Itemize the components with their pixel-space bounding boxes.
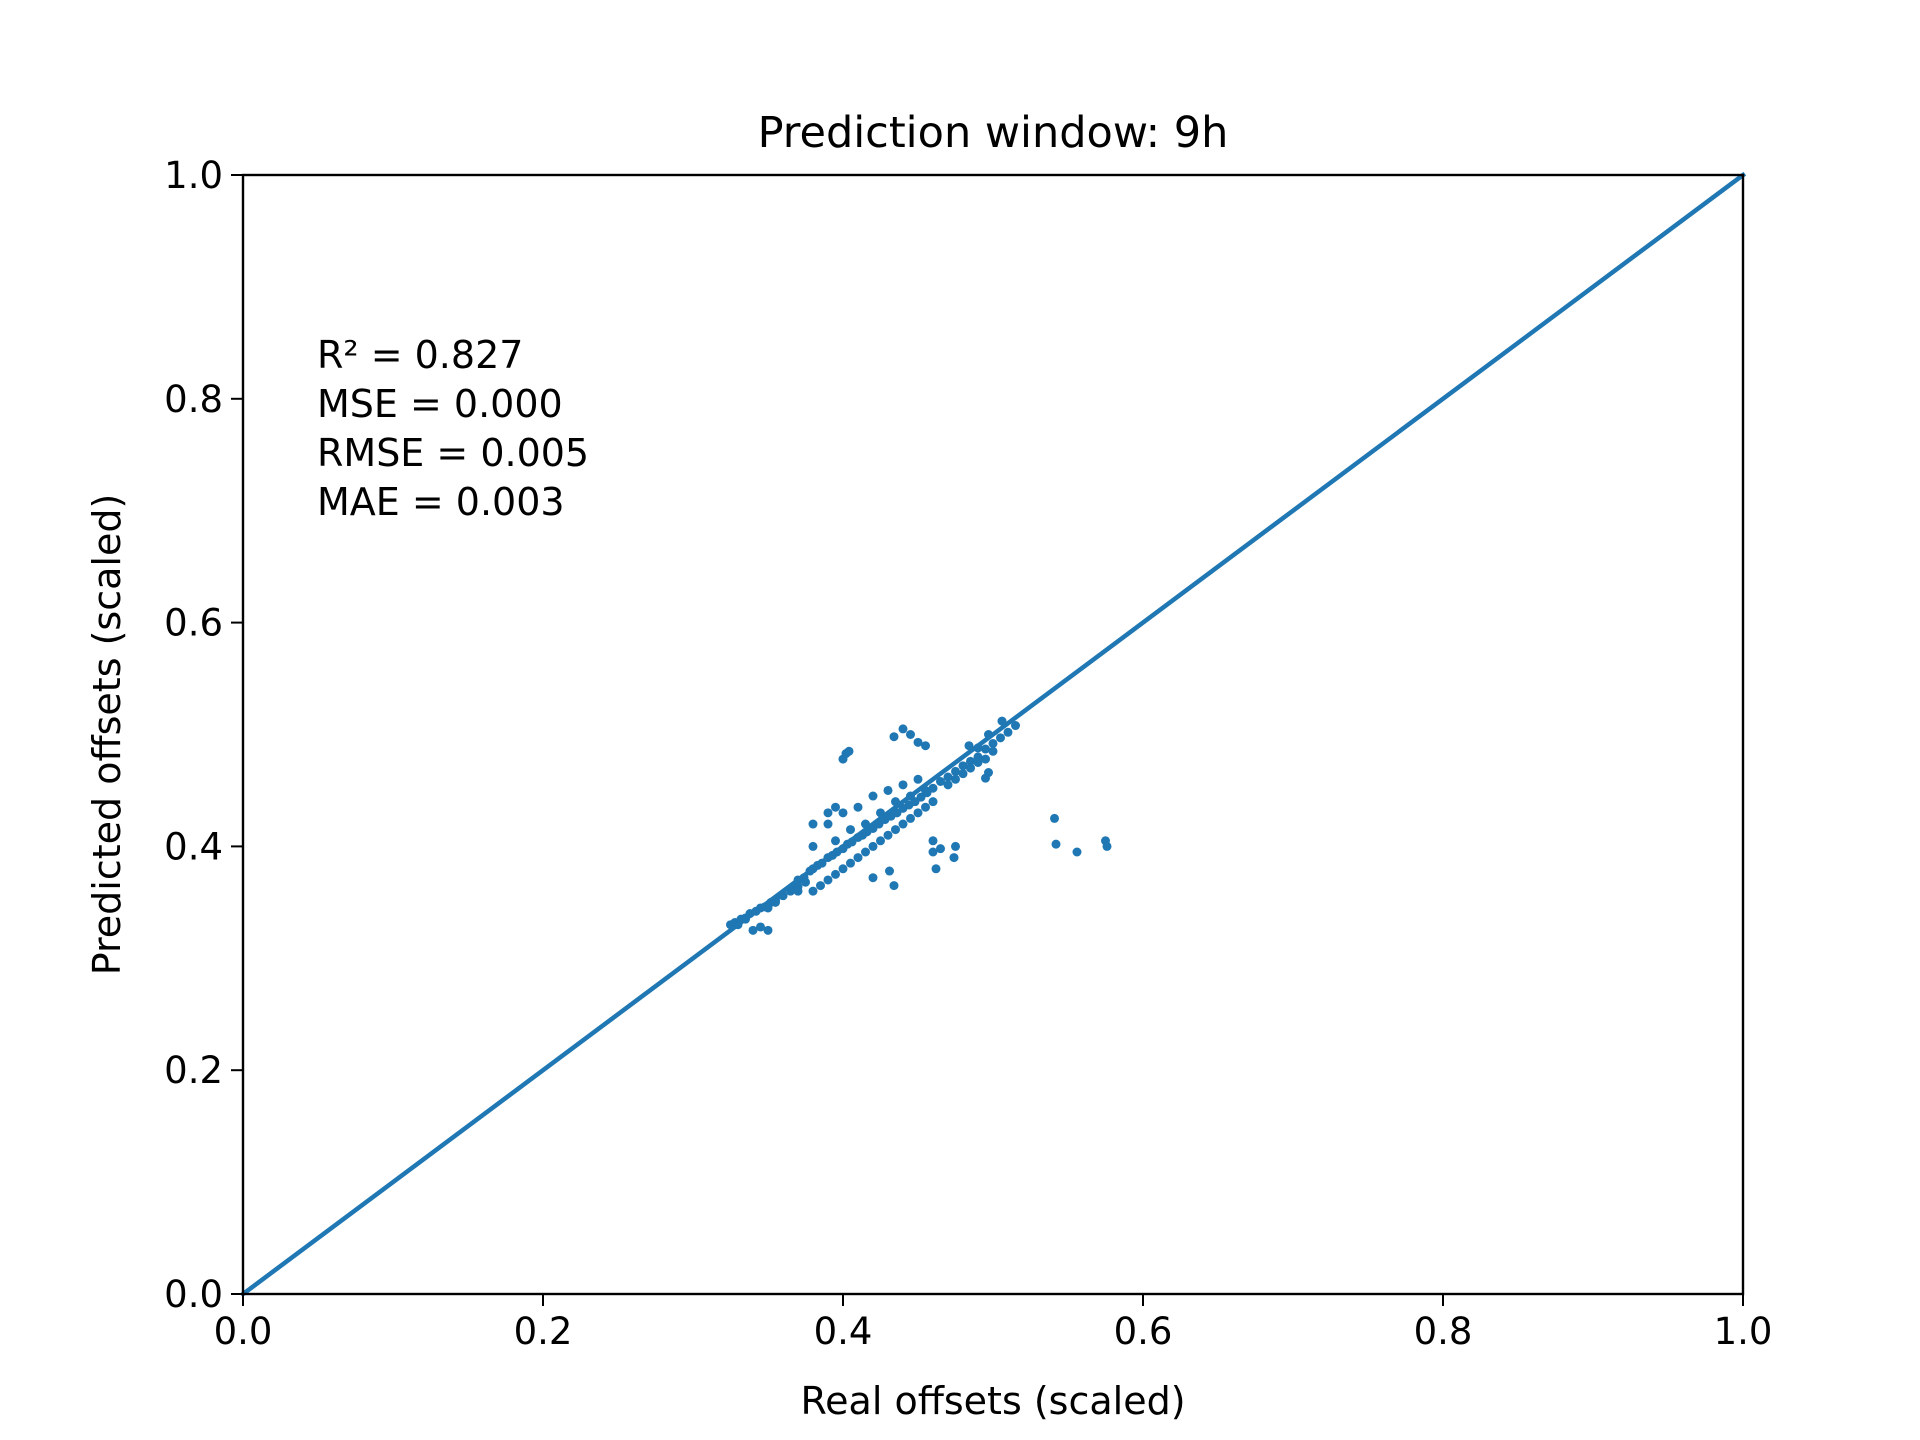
data-point [853,853,863,863]
data-point [898,819,908,829]
data-point [913,774,923,784]
data-point [838,808,848,818]
data-point [846,825,855,835]
x-tick-label: 0.8 [1414,1310,1473,1353]
data-point [898,724,908,734]
data-point [831,836,840,846]
data-point [748,925,758,935]
data-point [883,785,893,795]
x-axis-label: Real offsets (scaled) [800,1379,1185,1423]
y-tick-label: 0.4 [164,825,223,868]
data-point [868,841,878,851]
data-point [928,836,938,846]
x-tick-label: 1.0 [1714,1310,1773,1353]
data-point [808,886,818,896]
data-point [951,766,960,776]
y-tick-label: 0.2 [164,1049,223,1092]
data-point [823,875,833,885]
data-point [949,853,959,863]
data-point [823,808,833,818]
data-point [1072,847,1082,857]
data-point [931,864,941,874]
data-point [936,844,945,854]
x-axis-ticks: 0.0 0.2 0.4 0.6 0.8 1.0 [214,1294,1773,1353]
y-axis-ticks: 0.0 0.2 0.4 0.6 0.8 1.0 [164,154,243,1316]
data-point [838,864,848,874]
data-point [966,763,975,773]
data-point [756,922,765,932]
data-point [996,733,1005,743]
data-point [808,819,818,829]
data-point [984,768,993,778]
data-point [951,774,960,784]
data-point [861,847,870,857]
data-point [936,776,945,786]
reference-line [239,171,1747,1298]
data-point [889,881,899,891]
data-point [808,841,818,851]
data-point [763,925,773,935]
data-point [913,737,923,747]
data-point [906,813,915,823]
x-tick-label: 0.2 [514,1310,573,1353]
data-point [958,761,968,771]
data-point [868,873,878,883]
data-point [981,754,990,764]
data-point [981,744,990,754]
data-point [1011,721,1020,731]
data-point [823,819,833,829]
data-point [943,780,953,790]
data-point [889,732,899,742]
data-point [906,730,915,739]
data-point [921,802,930,812]
data-point [928,797,938,807]
data-point [951,841,960,851]
data-point [928,847,938,857]
data-point [966,756,975,766]
data-point [831,802,840,812]
data-point [793,886,803,896]
data-point [844,746,854,756]
data-point [898,780,908,790]
data-point [816,881,825,891]
data-point [883,830,893,840]
chart-title: Prediction window: 9h [758,108,1229,158]
plot-frame [241,173,1745,1296]
data-point [801,877,810,887]
x-tick-label: 0.6 [1114,1310,1173,1353]
data-point [973,757,983,767]
y-tick-label: 1.0 [164,154,223,197]
data-point [1051,839,1061,849]
metric-mse: MSE = 0.000 [317,382,563,426]
data-point [891,825,900,835]
data-point [868,791,878,801]
metric-rmse: RMSE = 0.005 [317,431,589,475]
x-tick-label: 0.0 [214,1310,273,1353]
x-tick-label: 0.4 [814,1310,873,1353]
data-point [1003,727,1013,737]
data-point [988,738,998,748]
data-point [921,741,930,751]
data-point [958,769,968,779]
data-point [876,836,885,846]
data-point [831,869,840,879]
data-point [853,802,863,812]
y-tick-label: 0.0 [164,1273,223,1316]
data-point [943,772,953,782]
data-point [885,866,894,876]
data-point [928,783,938,793]
metric-mae: MAE = 0.003 [317,480,565,524]
y-tick-label: 0.6 [164,602,223,645]
data-point [846,858,855,868]
data-point [1050,813,1059,823]
data-point [1102,841,1112,851]
y-axis-label: Predicted offsets (scaled) [85,494,129,976]
data-point [988,746,998,756]
metrics-annotation: R² = 0.827 MSE = 0.000 RMSE = 0.005 MAE … [317,333,589,524]
y-tick-label: 0.8 [164,378,223,421]
data-point [913,808,923,818]
metric-r2: R² = 0.827 [317,333,523,377]
